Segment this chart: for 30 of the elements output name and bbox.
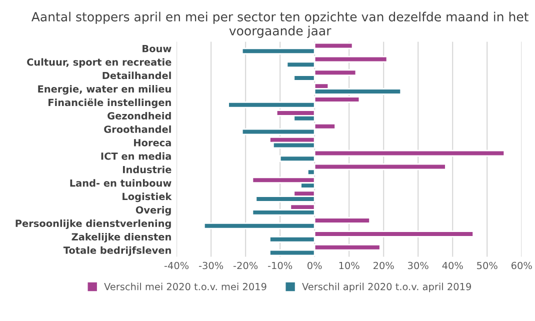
x-tick-label: 30%: [408, 262, 428, 270]
y-tick-label: Overig: [136, 206, 171, 216]
y-tick-label: Industrie: [123, 166, 172, 174]
y-tick-label: Logistiek: [122, 192, 172, 202]
x-tick-label: -20%: [233, 262, 258, 270]
y-tick-label: Groothandel: [104, 125, 171, 133]
legend-label: Verschil mei 2020 t.o.v. mei 2019: [104, 282, 266, 290]
y-tick-label: Land- en tuinbouw: [70, 179, 172, 187]
y-tick-label: Financiële instellingen: [48, 98, 171, 108]
y-tick-label: Zakelijke diensten: [72, 232, 171, 242]
x-tick-label: 60%: [512, 262, 532, 270]
x-tick-label: -30%: [198, 262, 224, 270]
x-tick-label: 10%: [339, 262, 360, 270]
x-tick-label: 0%: [308, 262, 322, 270]
x-tick-label: -40%: [164, 262, 189, 270]
x-tick-label: 40%: [442, 262, 463, 270]
y-tick-label: Persoonlijke dienstverlening: [16, 220, 171, 229]
legend-label: Verschil april 2020 t.o.v. april 2019: [302, 282, 471, 292]
y-tick-label: Gezondheid: [108, 112, 171, 120]
y-tick-label: Horeca: [134, 139, 171, 146]
y-tick-label: Totale bedrijfsleven: [63, 246, 171, 256]
chart-title: Aantal stoppers april en mei per sector ten opzichte van dezelfde maand in het voorgaande jaar: [31, 12, 528, 38]
y-tick-label: Energie, water en milieu: [38, 85, 171, 95]
y-tick-label: Detailhandel: [102, 72, 171, 80]
y-tick-label: Cultuur, sport en recreatie: [27, 58, 172, 68]
x-tick-label: 20%: [374, 262, 394, 270]
y-tick-label: Bouw: [142, 45, 172, 52]
y-tick-label: ICT en media: [101, 152, 171, 160]
x-tick-label: 50%: [477, 262, 498, 270]
x-tick-label: -10%: [268, 262, 292, 270]
